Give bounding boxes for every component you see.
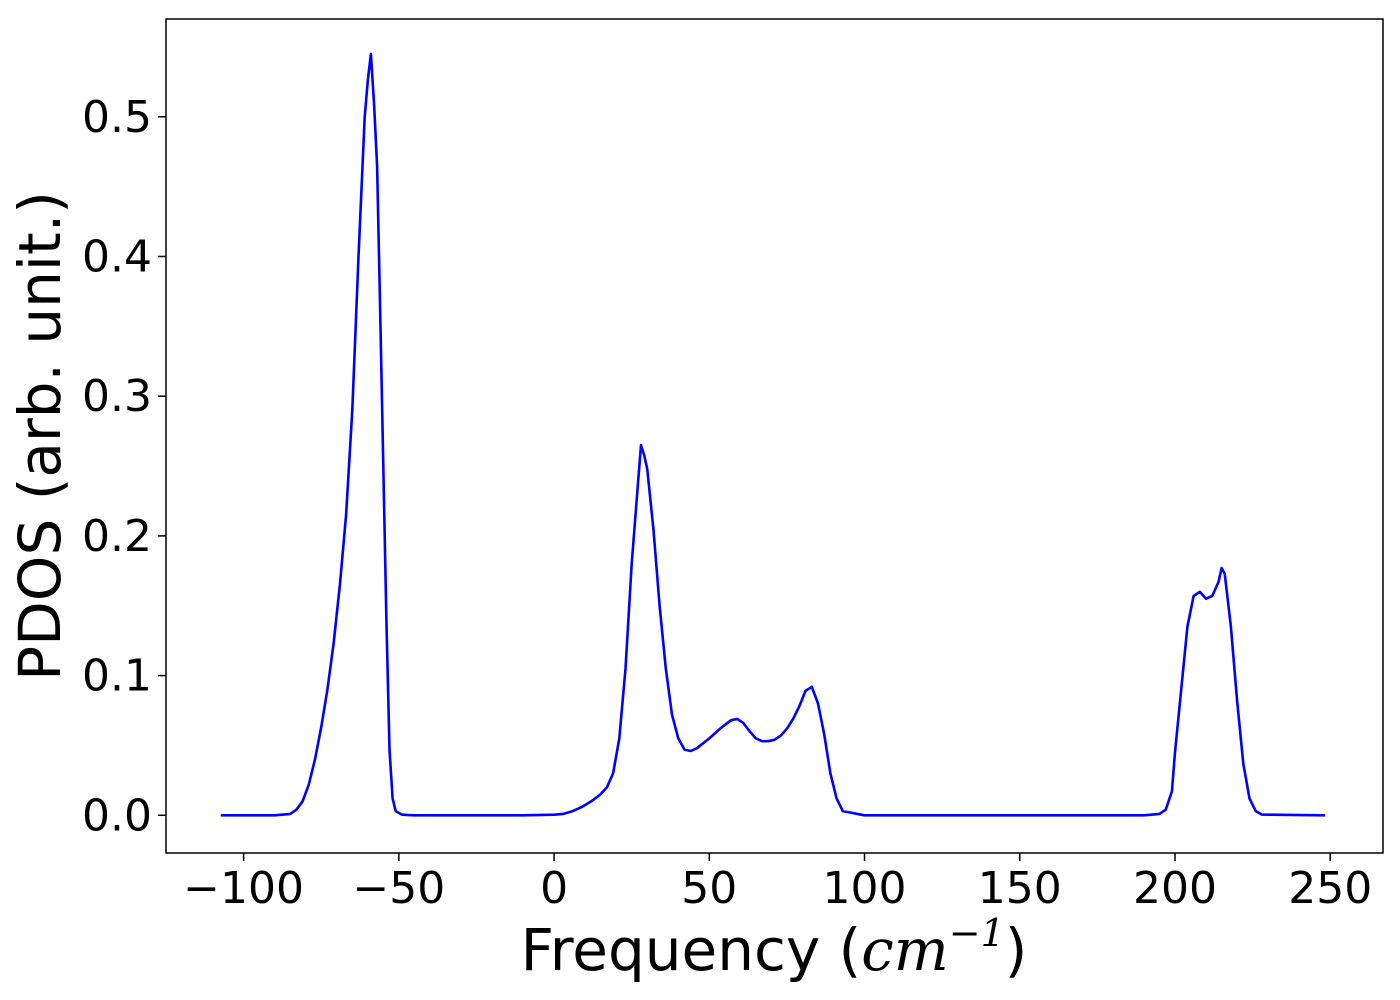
x-tick-label: 200 — [1133, 863, 1217, 914]
x-axis-label-close: ) — [1005, 916, 1028, 984]
x-axis-label: Frequency (cm−1) — [521, 911, 1028, 984]
y-axis-label: PDOS (arb. unit.) — [6, 191, 74, 681]
y-tick-label: 0.4 — [82, 231, 152, 282]
x-tick-label: −100 — [183, 863, 304, 914]
x-axis-label-text: Frequency ( — [521, 916, 862, 984]
y-tick-label: 0.3 — [82, 371, 152, 422]
y-axis-ticks: 0.0 0.1 0.2 0.3 0.4 0.5 — [82, 92, 166, 841]
x-axis-label-superscript: −1 — [949, 911, 1005, 955]
x-tick-label: 50 — [681, 863, 737, 914]
y-tick-label: 0.1 — [82, 651, 152, 702]
x-tick-label: 100 — [823, 863, 907, 914]
plot-area-frame — [165, 18, 1384, 854]
y-tick-label: 0.0 — [82, 790, 152, 841]
x-tick-label: 150 — [978, 863, 1062, 914]
x-tick-label: 250 — [1288, 863, 1372, 914]
x-tick-label: 0 — [540, 863, 568, 914]
x-tick-label: −50 — [352, 863, 445, 914]
y-tick-label: 0.5 — [82, 92, 152, 143]
series-layer — [220, 52, 1326, 817]
x-axis-label-math: cm — [861, 916, 948, 984]
y-tick-label: 0.2 — [82, 511, 152, 562]
x-axis-ticks: −100 −50 0 50 100 150 200 250 — [183, 853, 1372, 914]
pdos-series-line — [220, 52, 1326, 817]
